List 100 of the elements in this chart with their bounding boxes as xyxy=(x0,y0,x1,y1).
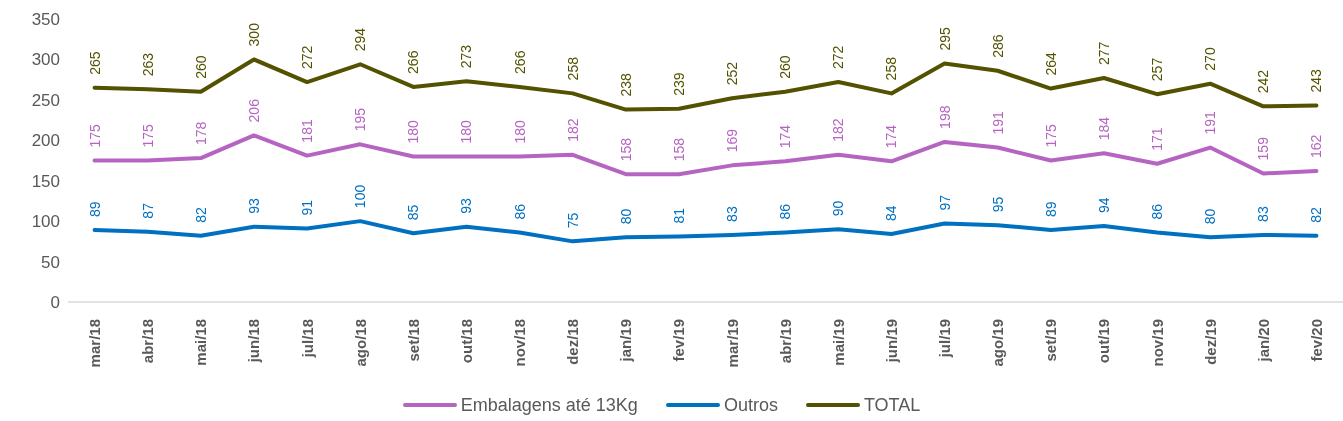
y-tick-label: 150 xyxy=(31,171,60,191)
data-label: 89 xyxy=(1042,201,1059,218)
data-label: 198 xyxy=(936,105,953,129)
data-label: 294 xyxy=(352,27,369,52)
legend-label: TOTAL xyxy=(863,394,921,416)
data-label: 86 xyxy=(777,203,794,220)
data-label: 180 xyxy=(405,119,422,144)
data-label: 93 xyxy=(245,198,262,214)
data-label: 86 xyxy=(1149,203,1166,220)
data-label: 260 xyxy=(192,55,209,79)
data-label: 266 xyxy=(405,50,422,74)
y-tick-label: 200 xyxy=(31,131,60,151)
y-tick-label: 0 xyxy=(50,293,60,313)
data-label: 89 xyxy=(86,201,103,218)
x-tick-label: nov/19 xyxy=(1148,319,1166,367)
data-label: 174 xyxy=(883,124,900,149)
x-tick-label: mai/19 xyxy=(829,319,847,366)
data-label: 175 xyxy=(1042,123,1059,148)
y-tick-label: 300 xyxy=(31,50,60,70)
data-label: 159 xyxy=(1255,136,1272,161)
data-label: 81 xyxy=(670,207,687,224)
x-tick-label: abr/18 xyxy=(139,319,157,364)
data-label: 90 xyxy=(830,200,847,217)
x-tick-label: abr/19 xyxy=(776,319,794,364)
x-tick-label: nov/18 xyxy=(511,319,529,367)
data-label: 171 xyxy=(1149,127,1166,151)
data-label: 86 xyxy=(511,203,528,220)
legend-label: Embalagens até 13Kg xyxy=(460,394,638,416)
x-tick-label: jun/19 xyxy=(882,319,900,364)
x-tick-label: jun/18 xyxy=(245,319,263,364)
x-tick-label: jan/20 xyxy=(1254,319,1272,363)
data-label: 195 xyxy=(352,107,369,132)
data-label: 263 xyxy=(139,52,156,77)
data-label: 277 xyxy=(1095,41,1112,66)
data-label: 83 xyxy=(1255,206,1272,222)
data-label: 100 xyxy=(352,184,369,209)
data-label: 258 xyxy=(883,56,900,81)
data-label: 266 xyxy=(511,50,528,74)
x-tick-label: dez/18 xyxy=(564,319,582,365)
data-label: 260 xyxy=(777,55,794,79)
x-tick-label: fev/19 xyxy=(670,319,688,362)
data-label: 178 xyxy=(192,121,209,146)
x-tick-label: ago/19 xyxy=(989,319,1007,367)
y-tick-label: 350 xyxy=(31,10,60,30)
data-label: 191 xyxy=(1202,110,1219,135)
data-label: 182 xyxy=(564,118,581,142)
data-label: 162 xyxy=(1308,134,1325,159)
x-tick-label: set/18 xyxy=(404,319,422,362)
data-label: 270 xyxy=(1202,47,1219,71)
y-tick-label: 100 xyxy=(31,212,60,232)
data-label: 80 xyxy=(617,208,634,225)
data-label: 272 xyxy=(299,45,316,70)
data-label: 182 xyxy=(830,118,847,142)
x-tick-label: jul/18 xyxy=(298,319,316,359)
data-label: 158 xyxy=(670,137,687,162)
x-tick-label: jul/19 xyxy=(936,319,954,359)
data-label: 243 xyxy=(1308,68,1325,93)
data-label: 87 xyxy=(139,202,156,219)
data-label: 180 xyxy=(458,119,475,144)
x-tick-label: dez/19 xyxy=(1201,319,1219,365)
data-label: 93 xyxy=(458,198,475,214)
data-label: 272 xyxy=(830,45,847,70)
data-label: 85 xyxy=(405,204,422,221)
data-label: 175 xyxy=(86,123,103,148)
data-label: 242 xyxy=(1255,69,1272,94)
x-tick-label: set/19 xyxy=(1042,319,1060,362)
data-label: 252 xyxy=(724,61,741,86)
data-label: 80 xyxy=(1202,208,1219,225)
data-label: 206 xyxy=(245,98,262,123)
x-tick-label: mar/18 xyxy=(86,319,104,368)
data-label: 175 xyxy=(139,123,156,148)
legend-label: Outros xyxy=(723,394,778,416)
data-label: 191 xyxy=(989,110,1006,135)
data-label: 184 xyxy=(1095,116,1112,141)
data-label: 257 xyxy=(1149,57,1166,82)
y-tick-label: 50 xyxy=(41,252,60,272)
data-label: 258 xyxy=(564,56,581,81)
data-label: 158 xyxy=(617,137,634,162)
data-label: 238 xyxy=(617,72,634,97)
data-label: 273 xyxy=(458,44,475,69)
data-label: 97 xyxy=(936,194,953,211)
data-label: 95 xyxy=(989,196,1006,213)
data-label: 295 xyxy=(936,26,953,51)
x-tick-label: out/19 xyxy=(1095,319,1113,364)
data-label: 82 xyxy=(1308,206,1325,223)
data-label: 82 xyxy=(192,206,209,223)
data-label: 94 xyxy=(1095,197,1112,213)
data-label: 169 xyxy=(724,128,741,153)
x-tick-label: jan/19 xyxy=(617,319,635,363)
data-label: 180 xyxy=(511,119,528,144)
data-label: 265 xyxy=(86,51,103,75)
data-label: 286 xyxy=(989,34,1006,58)
data-label: 174 xyxy=(777,124,794,149)
y-tick-label: 250 xyxy=(31,90,60,110)
data-label: 84 xyxy=(883,205,900,222)
x-tick-label: out/18 xyxy=(457,319,475,364)
data-label: 75 xyxy=(564,212,581,229)
data-label: 300 xyxy=(245,22,262,47)
data-label: 83 xyxy=(724,206,741,222)
x-tick-label: ago/18 xyxy=(351,319,369,367)
